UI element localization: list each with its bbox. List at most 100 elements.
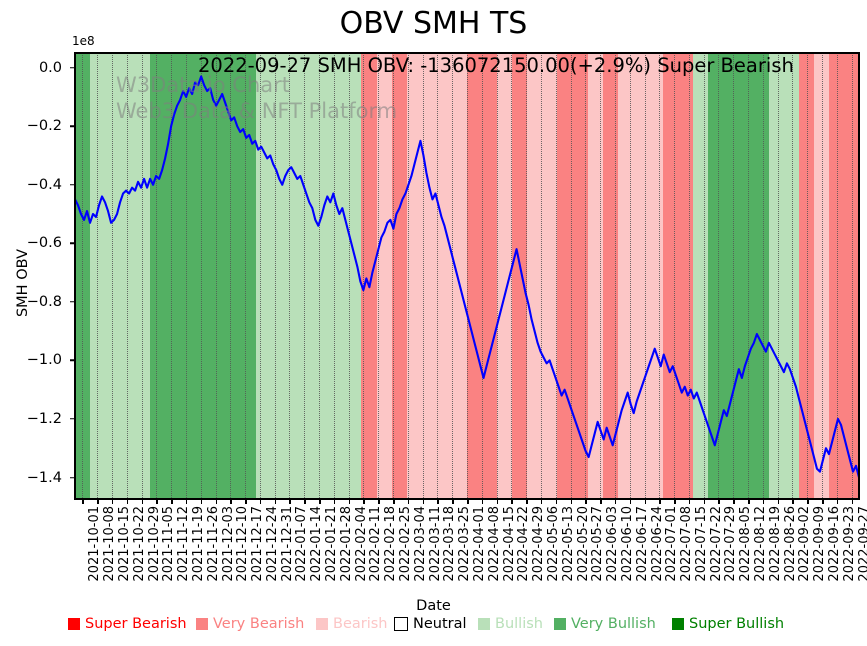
- gridline: [792, 53, 794, 498]
- sentiment-band: [542, 53, 559, 498]
- x-tick-label: 2021-12-24: [264, 506, 280, 582]
- legend-item[interactable]: Super Bearish: [68, 616, 187, 632]
- sentiment-band: [617, 53, 634, 498]
- x-tick-mark: [422, 499, 425, 504]
- x-tick-label: 2022-09-09: [812, 506, 828, 582]
- x-tick-mark: [274, 499, 277, 504]
- y-tick-label: −0.8: [26, 293, 62, 310]
- legend-item[interactable]: Very Bearish: [196, 616, 304, 632]
- sentiment-band: [436, 53, 453, 498]
- x-tick-label: 2021-12-31: [279, 506, 295, 582]
- x-tick-label: 2021-11-12: [176, 506, 192, 582]
- x-tick-mark: [496, 499, 499, 504]
- x-tick-label: 2022-04-22: [516, 506, 532, 582]
- x-tick-mark: [97, 499, 99, 504]
- x-tick-label: 2022-04-29: [531, 506, 547, 582]
- x-tick-label: 2022-07-08: [679, 506, 695, 582]
- gridline: [363, 53, 365, 498]
- x-tick-mark: [393, 499, 395, 504]
- gridline: [200, 53, 202, 498]
- legend-swatch-icon: [478, 618, 490, 630]
- gridline: [230, 53, 232, 498]
- legend-item[interactable]: Super Bullish: [672, 616, 784, 632]
- gridline: [511, 53, 513, 498]
- x-tick-mark: [289, 499, 291, 504]
- y-tick-label: −1.0: [26, 352, 62, 369]
- x-tick-label: 2022-07-15: [693, 506, 709, 582]
- sentiment-band: [406, 53, 423, 498]
- x-tick-mark: [407, 499, 410, 504]
- gridline: [703, 53, 705, 498]
- legend-item[interactable]: Bearish: [316, 616, 388, 632]
- gridline: [348, 53, 350, 498]
- axis-spine-bottom: [74, 498, 860, 500]
- x-tick-label: 2022-05-06: [545, 506, 561, 582]
- x-tick-mark: [688, 499, 691, 504]
- x-tick-label: 2022-05-13: [560, 506, 576, 582]
- sentiment-band: [346, 53, 363, 498]
- x-tick-mark: [185, 499, 188, 504]
- gridline: [807, 53, 809, 498]
- sentiment-band: [798, 53, 815, 498]
- x-tick-mark: [200, 499, 203, 504]
- gridline: [674, 53, 676, 498]
- axis-spine-left: [74, 53, 76, 499]
- y-tick-label: −1.2: [26, 410, 62, 427]
- gridline: [304, 53, 306, 498]
- gridline: [393, 53, 395, 498]
- axis-spine-top: [74, 52, 860, 54]
- sentiment-band: [391, 53, 408, 498]
- sentiment-band: [843, 53, 859, 498]
- y-tick-mark: [70, 476, 75, 479]
- x-tick-mark: [437, 499, 439, 504]
- x-tick-label: 2021-10-22: [131, 506, 147, 582]
- x-gridlines: [75, 53, 859, 498]
- legend-item[interactable]: Neutral: [394, 616, 467, 632]
- gridline: [171, 53, 173, 498]
- y-tick-mark: [70, 66, 75, 69]
- gridline: [496, 53, 498, 498]
- x-tick-mark: [215, 499, 218, 504]
- gridline: [82, 53, 84, 498]
- sentiment-band: [165, 53, 182, 498]
- legend-item[interactable]: Bullish: [478, 616, 543, 632]
- x-tick-mark: [452, 499, 454, 504]
- legend-swatch-icon: [554, 618, 566, 630]
- legend-label: Bullish: [495, 616, 543, 632]
- gridline: [452, 53, 454, 498]
- x-tick-label: 2022-09-23: [841, 506, 857, 582]
- gridline: [762, 53, 764, 498]
- x-tick-mark: [141, 499, 144, 504]
- gridline: [555, 53, 557, 498]
- legend-swatch-icon: [672, 618, 684, 630]
- x-tick-mark: [259, 499, 262, 504]
- y-axis-exponent-label: 1e8: [72, 34, 95, 48]
- legend-swatch-icon: [316, 618, 328, 630]
- sentiment-band: [572, 53, 589, 498]
- gridline: [407, 53, 409, 498]
- y-tick-label: −1.4: [26, 469, 62, 486]
- legend-item[interactable]: Very Bullish: [554, 616, 656, 632]
- gridline: [185, 53, 187, 498]
- gridline: [570, 53, 572, 498]
- x-tick-label: 2021-11-19: [190, 506, 206, 582]
- x-tick-label: 2022-02-04: [353, 506, 369, 582]
- x-tick-mark: [762, 499, 765, 504]
- legend-label: Neutral: [413, 616, 467, 632]
- gridline: [245, 53, 247, 498]
- x-tick-label: 2022-01-07: [294, 506, 310, 582]
- x-tick-mark: [467, 499, 469, 504]
- y-tick-label: 0.0: [38, 59, 62, 76]
- x-tick-label: 2022-05-27: [590, 506, 606, 582]
- x-tick-mark: [777, 499, 780, 504]
- x-tick-mark: [126, 499, 129, 504]
- x-tick-label: 2022-08-26: [782, 506, 798, 582]
- legend-swatch-icon: [68, 618, 80, 630]
- x-tick-label: 2022-07-22: [708, 506, 724, 582]
- legend: Super Bearish Very Bearish Bearish Neutral B…: [0, 616, 867, 642]
- x-tick-label: 2022-02-18: [383, 506, 399, 582]
- sentiment-band: [693, 53, 709, 498]
- gridline: [422, 53, 424, 498]
- gridline: [777, 53, 779, 498]
